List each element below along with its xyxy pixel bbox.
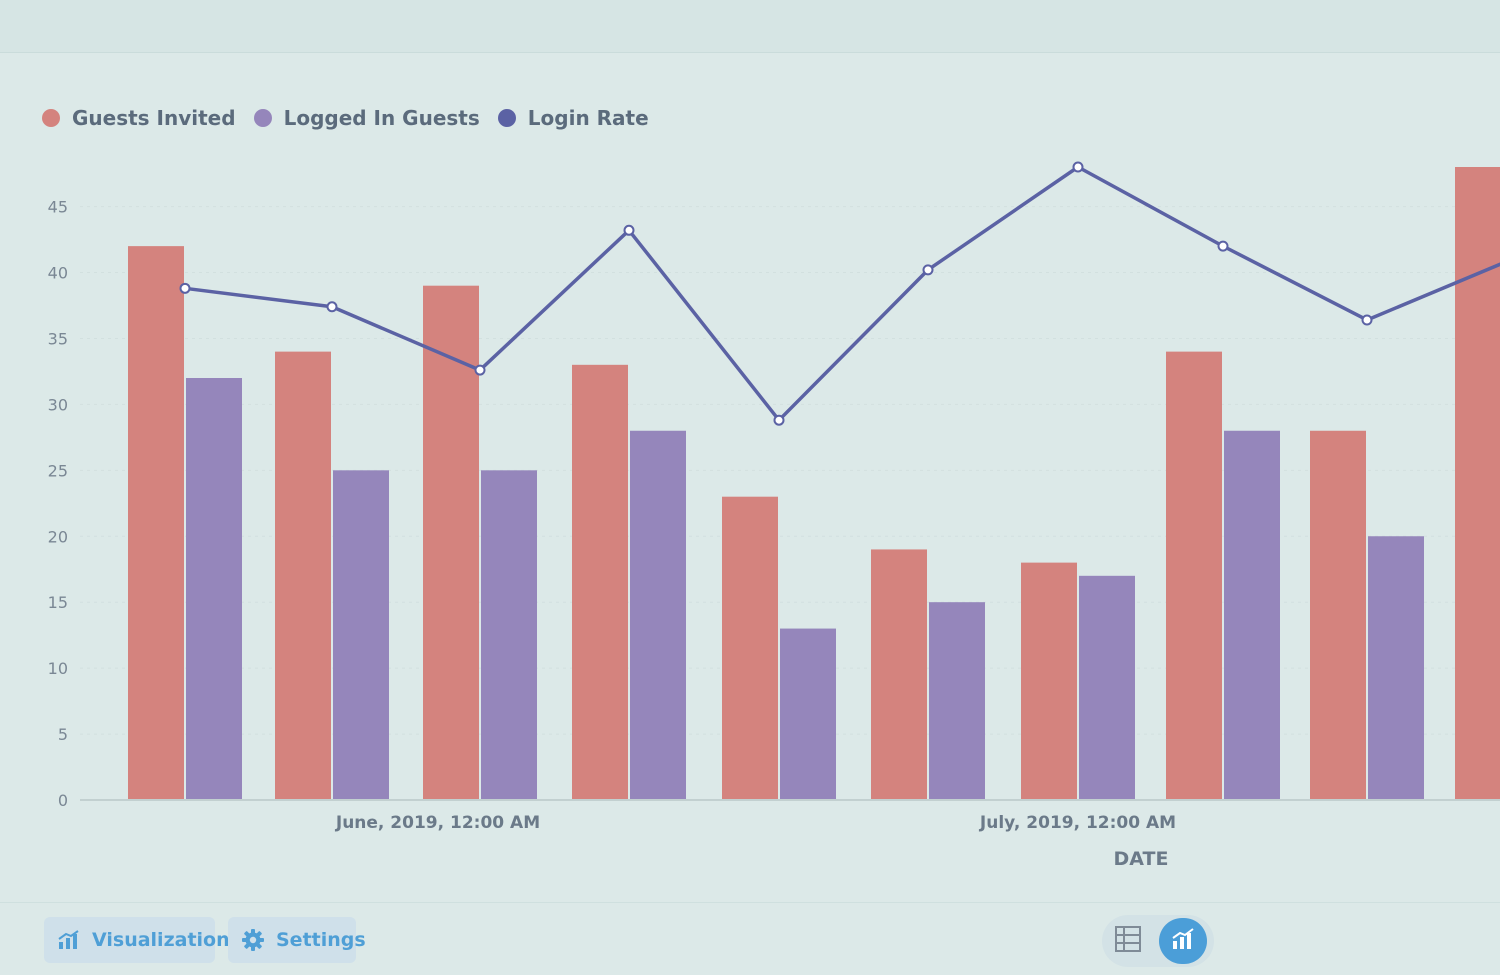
view-toggle [1102,915,1214,967]
bar-logged-in-guests[interactable] [1368,536,1424,800]
table-view-button[interactable] [1114,927,1142,955]
bar-guests-invited[interactable] [275,352,331,800]
y-tick-label: 40 [48,264,68,283]
login-rate-line [181,163,1500,425]
login-rate-point[interactable] [476,366,485,375]
y-tick-label: 30 [48,395,68,414]
bar-guests-invited[interactable] [722,497,778,800]
y-tick-label: 35 [48,329,68,348]
visualization-label: Visualization [92,929,230,951]
bar-guests-invited[interactable] [1455,167,1500,800]
bar-guests-invited[interactable] [572,365,628,800]
table-icon [1115,926,1141,956]
x-axis-title: DATE [1114,848,1169,870]
login-rate-point[interactable] [181,284,190,293]
login-rate-point[interactable] [625,226,634,235]
bar-chart-icon [1171,928,1195,954]
bar-logged-in-guests[interactable] [630,431,686,800]
bar-chart-icon [58,930,80,950]
bar-guests-invited[interactable] [1021,563,1077,800]
y-tick-label: 25 [48,461,68,480]
bar-guests-invited[interactable] [128,246,184,800]
bar-logged-in-guests[interactable] [780,629,836,800]
bar-guests-invited[interactable] [423,286,479,800]
y-tick-label: 20 [48,527,68,546]
y-axis-ticks: 0 5 10 15 20 25 30 35 40 45 [48,198,68,810]
login-rate-point[interactable] [328,302,337,311]
y-tick-label: 0 [58,791,68,810]
chart-view-button[interactable] [1159,918,1207,964]
bar-logged-in-guests[interactable] [186,378,242,800]
bar-logged-in-guests[interactable] [1224,431,1280,800]
x-tick-label: July, 2019, 12:00 AM [979,813,1176,833]
bottom-toolbar: Visualization Settings [0,902,1500,975]
login-rate-point[interactable] [1363,315,1372,324]
visualization-button[interactable]: Visualization [44,917,215,963]
login-rate-point[interactable] [924,265,933,274]
bar-logged-in-guests[interactable] [929,602,985,800]
y-tick-label: 10 [48,659,68,678]
bar-guests-invited[interactable] [1166,352,1222,800]
bar-logged-in-guests[interactable] [481,470,537,800]
bar-logged-in-guests[interactable] [333,470,389,800]
login-rate-point[interactable] [1219,242,1228,251]
y-tick-label: 45 [48,198,68,217]
y-tick-label: 15 [48,593,68,612]
bar-guests-invited[interactable] [1310,431,1366,800]
gear-icon [242,929,264,951]
bars [128,167,1500,800]
login-rate-point[interactable] [775,416,784,425]
login-rate-polyline [185,167,1500,420]
bar-logged-in-guests[interactable] [1079,576,1135,800]
settings-label: Settings [276,929,366,951]
login-rate-point[interactable] [1074,163,1083,172]
x-tick-label: June, 2019, 12:00 AM [335,813,540,833]
settings-button[interactable]: Settings [228,917,356,963]
y-tick-label: 5 [58,725,68,744]
bar-guests-invited[interactable] [871,549,927,800]
